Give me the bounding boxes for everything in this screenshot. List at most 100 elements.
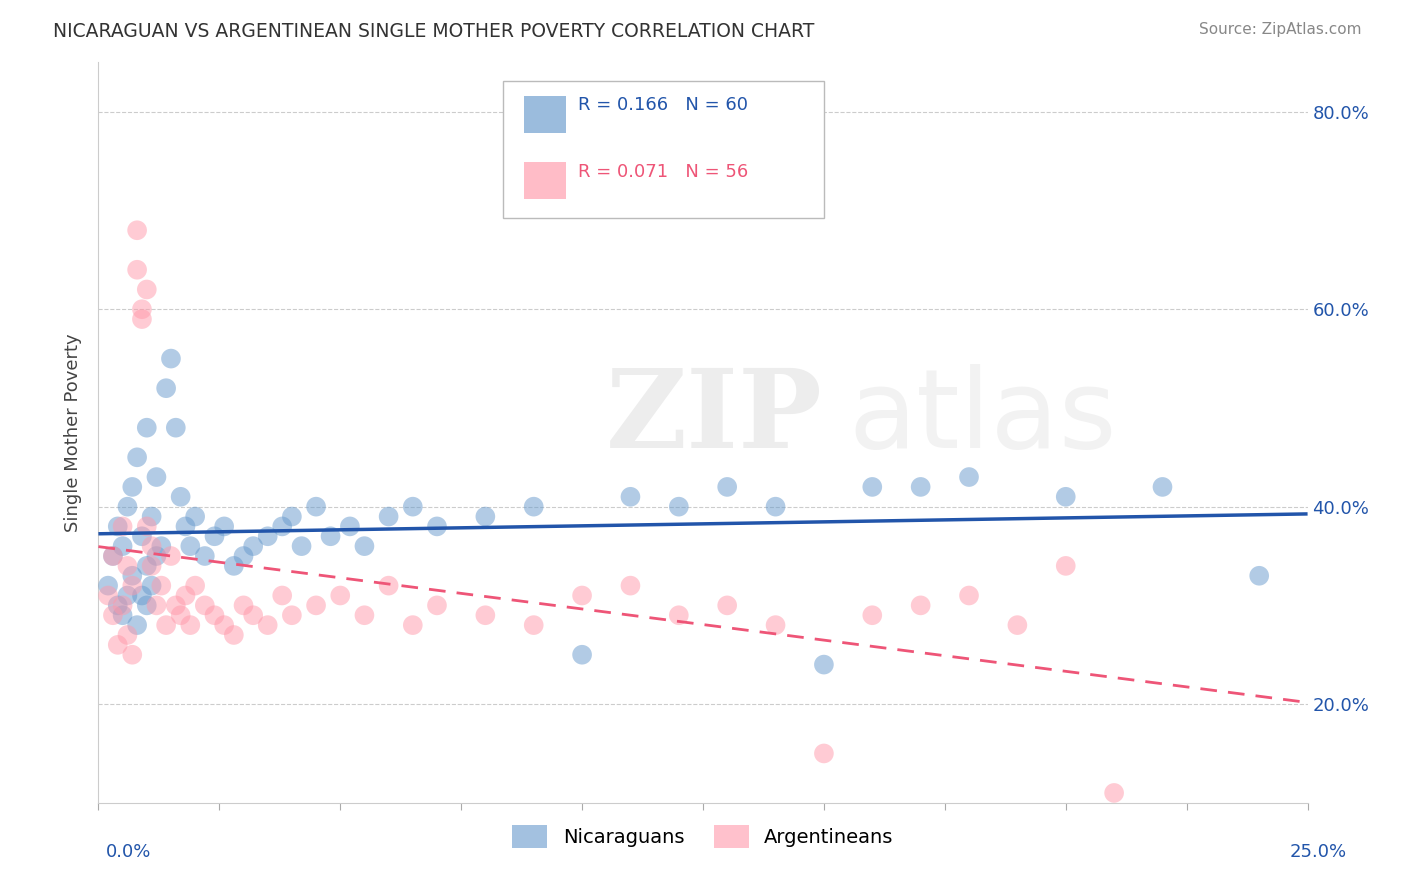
Point xyxy=(204,608,226,623)
Point xyxy=(150,579,173,593)
Point xyxy=(212,519,235,533)
Point xyxy=(271,589,294,603)
Point xyxy=(121,579,143,593)
Point xyxy=(117,589,139,603)
Point xyxy=(97,589,120,603)
Point xyxy=(290,539,312,553)
Point xyxy=(184,509,207,524)
Point xyxy=(131,312,153,326)
Point xyxy=(165,420,187,434)
Point xyxy=(353,539,375,553)
Point xyxy=(179,618,201,632)
Point xyxy=(111,539,134,553)
Point xyxy=(222,558,245,573)
Point xyxy=(160,351,183,366)
Point xyxy=(145,549,167,563)
Text: ZIP: ZIP xyxy=(606,364,823,471)
Point xyxy=(101,608,124,623)
Point xyxy=(426,599,449,613)
Point xyxy=(377,509,399,524)
Point xyxy=(145,599,167,613)
Point xyxy=(232,549,254,563)
Point xyxy=(1054,558,1077,573)
Point xyxy=(121,648,143,662)
Point xyxy=(765,618,787,632)
Point xyxy=(402,500,425,514)
Point xyxy=(402,618,425,632)
Point xyxy=(117,628,139,642)
Point xyxy=(242,608,264,623)
Point xyxy=(131,589,153,603)
Point xyxy=(135,283,157,297)
Point xyxy=(319,529,342,543)
Point xyxy=(860,480,883,494)
Point xyxy=(141,509,163,524)
Point xyxy=(127,262,149,277)
Point xyxy=(860,608,883,623)
Point xyxy=(184,579,207,593)
Point xyxy=(242,539,264,553)
Point xyxy=(474,608,496,623)
Point xyxy=(1102,786,1125,800)
Point xyxy=(194,599,217,613)
Legend: Nicaraguans, Argentineans: Nicaraguans, Argentineans xyxy=(505,817,901,856)
Point xyxy=(127,618,149,632)
Point xyxy=(1007,618,1029,632)
Point xyxy=(107,599,129,613)
Point xyxy=(305,500,328,514)
Point xyxy=(271,519,294,533)
Point xyxy=(121,480,143,494)
Point xyxy=(145,470,167,484)
Point xyxy=(523,500,546,514)
Point xyxy=(281,509,304,524)
Point xyxy=(135,599,157,613)
Point xyxy=(281,608,304,623)
Point xyxy=(619,579,641,593)
Point xyxy=(957,470,980,484)
Point xyxy=(97,579,120,593)
Point xyxy=(127,450,149,465)
Point xyxy=(150,539,173,553)
Point xyxy=(957,589,980,603)
Point xyxy=(194,549,217,563)
Point xyxy=(571,589,593,603)
Point xyxy=(571,648,593,662)
Point xyxy=(1249,568,1271,582)
Point xyxy=(117,500,139,514)
Point xyxy=(619,490,641,504)
Point xyxy=(329,589,352,603)
Point xyxy=(101,549,124,563)
Point xyxy=(765,500,787,514)
Point xyxy=(155,381,177,395)
Point xyxy=(107,638,129,652)
Point xyxy=(339,519,361,533)
Point xyxy=(165,599,187,613)
Point xyxy=(131,302,153,317)
Y-axis label: Single Mother Poverty: Single Mother Poverty xyxy=(63,334,82,532)
FancyBboxPatch shape xyxy=(503,81,824,218)
Text: atlas: atlas xyxy=(848,364,1116,471)
Text: R = 0.071   N = 56: R = 0.071 N = 56 xyxy=(578,163,749,181)
Point xyxy=(160,549,183,563)
Point xyxy=(111,608,134,623)
Point xyxy=(910,480,932,494)
Text: R = 0.166   N = 60: R = 0.166 N = 60 xyxy=(578,96,748,114)
Point xyxy=(222,628,245,642)
Point xyxy=(668,500,690,514)
Point xyxy=(716,480,738,494)
Point xyxy=(426,519,449,533)
Point xyxy=(141,539,163,553)
Point xyxy=(127,223,149,237)
Point xyxy=(141,558,163,573)
Point xyxy=(813,657,835,672)
Text: NICARAGUAN VS ARGENTINEAN SINGLE MOTHER POVERTY CORRELATION CHART: NICARAGUAN VS ARGENTINEAN SINGLE MOTHER … xyxy=(53,22,815,41)
Point xyxy=(169,490,191,504)
Text: 0.0%: 0.0% xyxy=(105,843,150,861)
Point xyxy=(141,579,163,593)
Point xyxy=(121,568,143,582)
Point xyxy=(523,618,546,632)
Point xyxy=(474,509,496,524)
Point xyxy=(155,618,177,632)
Point xyxy=(101,549,124,563)
Point xyxy=(256,529,278,543)
